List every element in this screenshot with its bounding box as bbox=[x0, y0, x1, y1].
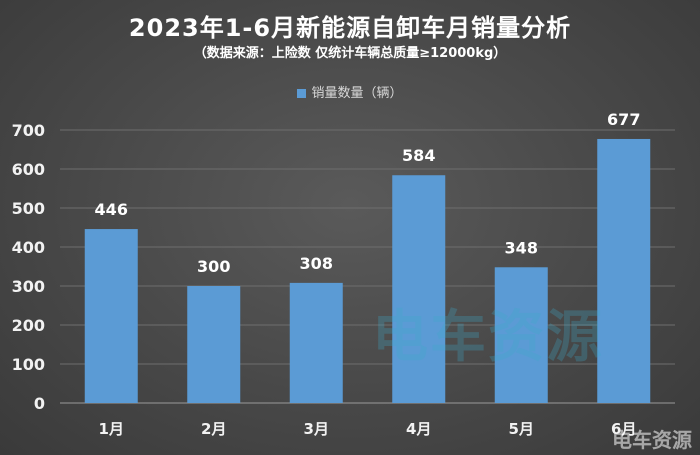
x-tick-label: 4月 bbox=[406, 420, 431, 438]
legend-label: 销量数量（辆） bbox=[311, 86, 403, 101]
bar-value-label: 308 bbox=[300, 254, 333, 273]
y-axis-ticks: 0 100 200 300 400 500 600 700 bbox=[12, 121, 45, 413]
x-tick-label: 6月 bbox=[611, 420, 636, 438]
watermark-logo: 电车资源 bbox=[372, 305, 604, 370]
x-tick-label: 1月 bbox=[99, 420, 124, 438]
y-tick-label: 200 bbox=[12, 316, 45, 335]
x-tick-label: 5月 bbox=[509, 420, 534, 438]
bar bbox=[597, 138, 651, 403]
x-tick-label: 2月 bbox=[201, 420, 226, 438]
y-tick-label: 0 bbox=[34, 394, 45, 413]
y-tick-label: 400 bbox=[12, 238, 45, 257]
bar bbox=[392, 175, 446, 403]
watermark-corner: 电车资源 bbox=[612, 428, 692, 452]
y-tick-label: 700 bbox=[12, 121, 45, 140]
bar bbox=[494, 267, 548, 403]
bar-value-label: 446 bbox=[95, 200, 128, 219]
y-tick-label: 600 bbox=[12, 160, 45, 179]
chart-subtitle: （数据来源：上险数 仅统计车辆总质量≥12000kg） bbox=[193, 46, 507, 61]
bar-value-label: 300 bbox=[197, 257, 230, 276]
bar bbox=[84, 229, 138, 403]
x-axis-ticks: 1月 2月 3月 4月 5月 6月 bbox=[99, 420, 637, 438]
chart-title: 2023年1-6月新能源自卸车月销量分析 bbox=[128, 14, 572, 42]
y-tick-label: 500 bbox=[12, 199, 45, 218]
legend-swatch bbox=[297, 89, 307, 98]
bar bbox=[289, 282, 343, 403]
bar-value-label: 348 bbox=[505, 238, 538, 257]
bar-value-label: 677 bbox=[607, 110, 640, 129]
chart-legend: 销量数量（辆） bbox=[0, 82, 700, 101]
gridlines bbox=[60, 129, 675, 404]
bar bbox=[187, 286, 241, 403]
y-tick-label: 300 bbox=[12, 277, 45, 296]
y-tick-label: 100 bbox=[12, 355, 45, 374]
value-labels: 446 300 308 584 348 677 bbox=[95, 110, 641, 276]
x-tick-label: 3月 bbox=[304, 420, 329, 438]
bar-value-label: 584 bbox=[402, 146, 435, 165]
bars bbox=[84, 138, 651, 403]
